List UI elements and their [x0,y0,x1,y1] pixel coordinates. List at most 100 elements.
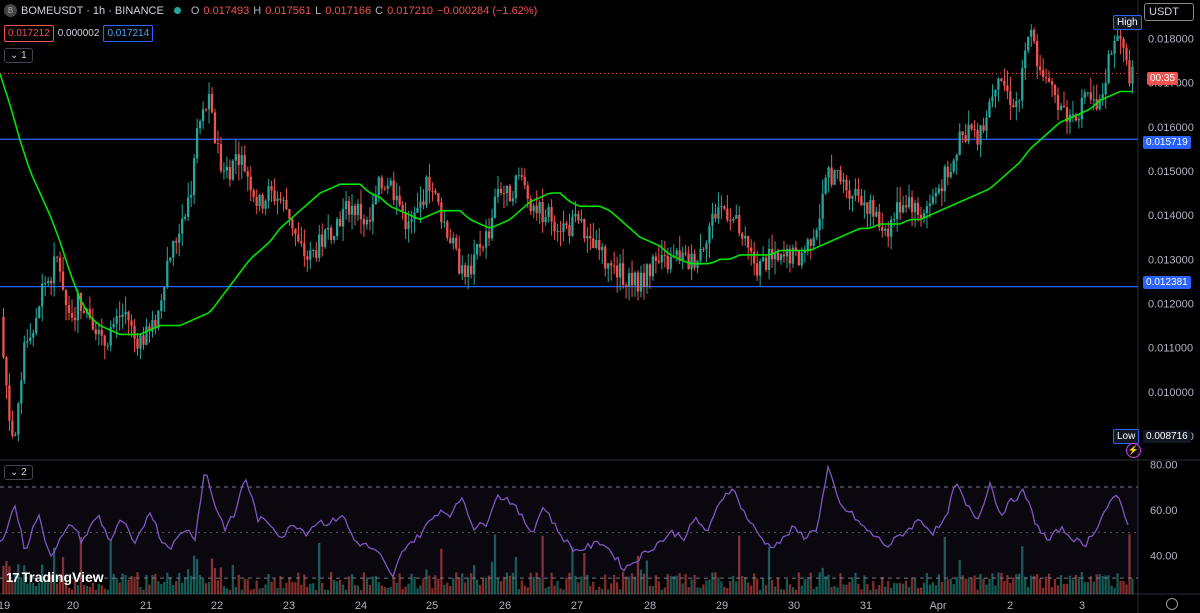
time-tick-11: 30 [788,600,800,612]
sell-price-button[interactable]: 0.017212 [4,25,54,42]
symbol-title[interactable]: BOMEUSDT · 1h · BINANCE [21,4,164,17]
pane-2-toggle[interactable]: ⌄ 2 [4,465,33,480]
volume-bar [1098,574,1101,594]
volume-bar [922,582,926,594]
candle-body [767,248,771,270]
candle-body [1024,50,1027,69]
price-tick-7: 0.011000 [1148,343,1193,355]
volume-bar [449,585,452,594]
volume-bar [738,535,741,594]
volume-bar [803,579,806,594]
time-tick-13: Apr [929,600,946,612]
candle-body [118,316,121,318]
time-tick-14: 2 [1007,600,1013,612]
volume-bar [678,573,681,594]
pane-1-toggle[interactable]: ⌄ 1 [4,48,33,63]
volume-bar [913,578,917,594]
candle-body [246,171,249,177]
candle-body [478,244,482,248]
volume-bar [604,574,607,594]
candle-body [630,273,634,286]
candle-body [46,280,50,283]
volume-bar [806,577,809,594]
volume-bar [544,588,547,594]
candle-body [1012,104,1015,107]
volume-bar [791,587,794,594]
volume-bar [776,577,780,594]
candle-body [73,317,77,321]
volume-bar [875,588,878,594]
candle-body [1089,92,1092,100]
candle-body [788,248,792,264]
candle-body [318,234,321,259]
candle-body [249,176,252,191]
volume-bar [1071,579,1075,594]
candle-body [687,253,690,270]
candle-body [898,202,902,213]
volume-bar [91,582,94,594]
currency-select[interactable]: USDT [1144,3,1194,21]
candle-body [422,201,425,205]
bid-ask-row: 0.017212 0.000002 0.017214 [4,25,154,42]
candle-body [225,166,228,171]
volume-bar [741,576,744,594]
volume-bar [26,583,29,594]
time-tick-7: 26 [499,600,511,612]
candle-body [374,195,377,205]
volume-bar [85,585,88,594]
lightning-icon[interactable]: ⚡ [1126,443,1141,458]
candle-body [997,78,1000,90]
candle-body [1059,105,1063,110]
time-tick-1: 20 [67,600,79,612]
volume-bar [455,572,458,594]
volume-bar [252,588,255,594]
candle-body [428,176,431,191]
volume-bar [464,582,467,594]
volume-bar [943,536,946,594]
candle-body [931,196,935,204]
candle-body [812,237,815,246]
candle-body [1077,119,1080,121]
candle-body [1035,41,1039,67]
high-value: 0.017561 [265,4,312,17]
market-status-icon [173,7,181,14]
volume-bar [556,580,559,594]
volume-bar [419,585,422,594]
candle-body [264,200,267,209]
candles [2,21,1134,442]
volume-bar [291,582,294,594]
volume-bar [1059,575,1063,594]
candle-body [11,420,14,436]
volume-bar [651,585,654,594]
buy-price-button[interactable]: 0.017214 [103,25,154,42]
volume-bar [669,576,672,594]
settings-gear-icon[interactable] [1166,598,1178,610]
volume-bar [782,589,786,594]
volume-bar [1110,585,1113,594]
candle-body [204,109,208,111]
volume-bar [130,575,133,594]
moving-average-line [0,73,1132,336]
candle-body [937,188,940,193]
tradingview-logo[interactable]: 17 TradingView [6,569,104,585]
candle-body [189,195,193,198]
candle-body [410,219,413,222]
candle-body [97,329,100,335]
volume-bar [523,585,526,594]
volume-bar [1053,578,1057,594]
volume-bar [404,586,407,594]
candle-body [130,320,133,326]
candle-body [580,218,583,221]
open-label: O [190,4,200,17]
candle-body [604,246,607,269]
candle-body [499,188,503,193]
candle-body [904,205,908,208]
candle-body [583,218,586,239]
volume-bar [38,582,41,594]
volume-bar [14,573,17,594]
volume-bar [699,588,702,594]
volume-bar [1131,578,1134,594]
volume-bar [1062,583,1066,594]
candle-body [216,143,220,145]
